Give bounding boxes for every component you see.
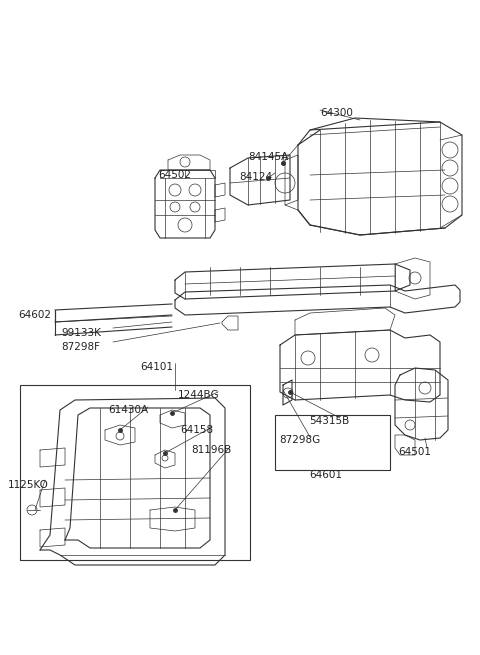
Text: 87298F: 87298F bbox=[61, 342, 100, 352]
Text: 64502: 64502 bbox=[158, 170, 191, 180]
Text: 84145A: 84145A bbox=[248, 152, 288, 162]
Text: 61430A: 61430A bbox=[108, 405, 148, 415]
Text: 1125KO: 1125KO bbox=[8, 480, 49, 490]
Text: 54315B: 54315B bbox=[309, 416, 349, 426]
Text: 99133K: 99133K bbox=[61, 328, 101, 338]
Text: 84124: 84124 bbox=[239, 172, 272, 182]
Text: 64300: 64300 bbox=[320, 108, 353, 118]
Text: 64158: 64158 bbox=[180, 425, 213, 435]
Text: 64601: 64601 bbox=[309, 470, 342, 480]
Bar bbox=[20, 385, 250, 560]
Bar bbox=[275, 415, 390, 470]
Text: 81196B: 81196B bbox=[191, 445, 231, 455]
Text: 64501: 64501 bbox=[398, 447, 431, 457]
Text: 64602: 64602 bbox=[18, 310, 51, 320]
Text: 64101: 64101 bbox=[140, 362, 173, 372]
Text: 87298G: 87298G bbox=[279, 435, 320, 445]
Text: 1244BG: 1244BG bbox=[178, 390, 220, 400]
